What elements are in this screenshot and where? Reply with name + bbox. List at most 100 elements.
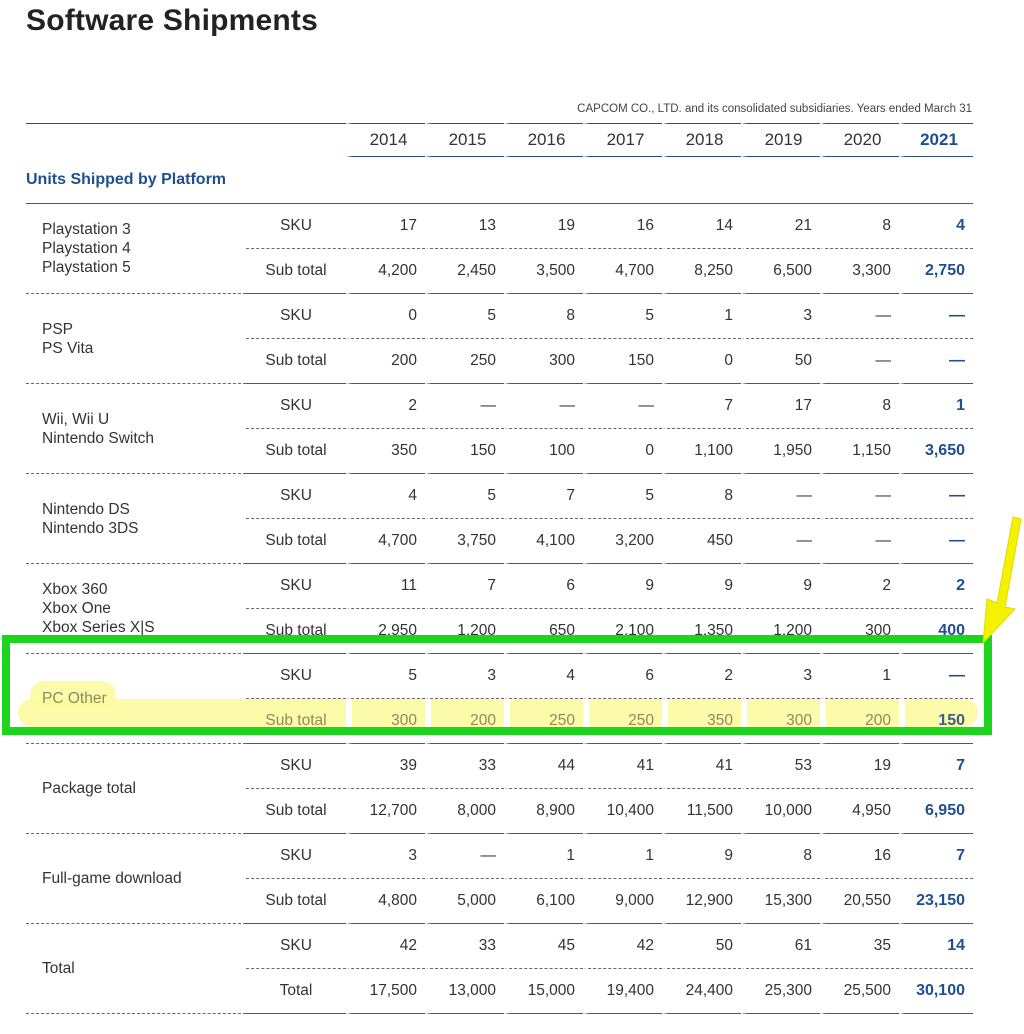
value-cell: 24,400 <box>662 969 741 1014</box>
section-header-row: Units Shipped by Platform <box>26 157 973 204</box>
platform-label: Nintendo DS Nintendo 3DS <box>26 474 246 564</box>
value-cell: 450 <box>662 519 741 564</box>
value-cell: 14 <box>899 924 973 969</box>
platform-label: Full-game download <box>26 834 246 924</box>
year-header: 2015 <box>425 123 504 157</box>
highlighter-mark-pc-label <box>30 681 116 709</box>
platform-label-line: Xbox One <box>42 600 111 617</box>
value-cell: 200 <box>425 699 504 744</box>
value-cell: 400 <box>899 609 973 654</box>
value-cell: 4 <box>504 654 583 699</box>
value-cell: 21 <box>741 204 820 249</box>
value-cell: 5 <box>425 294 504 339</box>
value-cell: 16 <box>583 204 662 249</box>
arrow-down-left-icon <box>982 516 1022 645</box>
row-type-label: Total <box>246 969 346 1014</box>
value-cell: 1 <box>583 834 662 879</box>
platform-label: Package total <box>26 744 246 834</box>
arrow-shaft <box>982 516 1022 645</box>
value-cell: 39 <box>346 744 425 789</box>
value-cell: 1,200 <box>741 609 820 654</box>
value-cell: 2,450 <box>425 249 504 294</box>
value-cell: 300 <box>346 699 425 744</box>
value-cell: 25,500 <box>820 969 899 1014</box>
value-cell: 350 <box>662 699 741 744</box>
value-cell: 150 <box>425 429 504 474</box>
value-cell: 8,250 <box>662 249 741 294</box>
row-type-label: Sub total <box>246 429 346 474</box>
value-cell: — <box>820 339 899 384</box>
value-cell: 300 <box>820 609 899 654</box>
year-header: 2014 <box>346 123 425 157</box>
value-cell: — <box>741 519 820 564</box>
year-header: 2019 <box>741 123 820 157</box>
value-cell: 10,400 <box>583 789 662 834</box>
value-cell: 3 <box>425 654 504 699</box>
row-type-label: SKU <box>246 294 346 339</box>
value-cell: 8 <box>504 294 583 339</box>
value-cell: — <box>820 294 899 339</box>
year-header-row: 2014 2015 2016 2017 2018 2019 2020 2021 <box>26 123 973 157</box>
table-subtitle: CAPCOM CO., LTD. and its consolidated su… <box>577 103 972 115</box>
value-cell: 19,400 <box>583 969 662 1014</box>
platform-label-line: PC Other <box>42 690 107 707</box>
value-cell: 23,150 <box>899 879 973 924</box>
value-cell: 11 <box>346 564 425 609</box>
value-cell: 30,100 <box>899 969 973 1014</box>
value-cell: 9 <box>662 834 741 879</box>
value-cell: 2,100 <box>583 609 662 654</box>
platform-label-line: PS Vita <box>42 339 94 357</box>
table-row: Sub total 300 200 250 250 350 300 200 150 <box>26 699 973 744</box>
green-annotation-box <box>2 635 992 735</box>
table-row: Total SKU 42 33 45 42 50 61 35 14 <box>26 924 973 1014</box>
value-cell: 7 <box>504 474 583 519</box>
row-type-label: Sub total <box>246 879 346 924</box>
header-spacer <box>246 123 346 157</box>
value-cell: 9 <box>583 564 662 609</box>
table-row: Sub total 2,950 1,200 650 2,100 1,350 1,200 300… <box>26 609 973 654</box>
value-cell: 150 <box>899 699 973 744</box>
platform-label-line: Playstation 3 <box>42 221 131 238</box>
table-row: Total 17,500 13,000 15,000 19,400 24,400 25,30… <box>26 969 973 1014</box>
value-cell: 0 <box>662 339 741 384</box>
value-cell: 20,550 <box>820 879 899 924</box>
platform-label-line: Total <box>42 960 75 977</box>
value-cell: 13 <box>425 204 504 249</box>
year-header: 2020 <box>820 123 899 157</box>
value-cell: 5 <box>583 474 662 519</box>
table-row: PSP PS Vita SKU 0 5 8 5 1 3— — <box>26 294 973 384</box>
platform-label: PSP PS Vita <box>26 294 246 384</box>
value-cell: 6,500 <box>741 249 820 294</box>
value-cell: 7 <box>899 744 973 789</box>
row-type-label: SKU <box>246 744 346 789</box>
value-cell: 200 <box>820 699 899 744</box>
value-cell: 150 <box>583 339 662 384</box>
platform-label-line: Wii, Wii U <box>42 410 110 428</box>
value-cell: — <box>504 384 583 429</box>
value-cell: 5 <box>346 654 425 699</box>
year-header: 2016 <box>504 123 583 157</box>
row-type-label: SKU <box>246 564 346 609</box>
value-cell: 8 <box>741 834 820 879</box>
row-type-label: Sub total <box>246 789 346 834</box>
value-cell: 1,150 <box>820 429 899 474</box>
value-cell: 8 <box>662 474 741 519</box>
platform-label-line: PSP <box>42 320 74 338</box>
value-cell: 1 <box>504 834 583 879</box>
platform-label-line: Full-game download <box>42 870 182 887</box>
value-cell: 6,950 <box>899 789 973 834</box>
value-cell: — <box>425 834 504 879</box>
value-cell: 1 <box>662 294 741 339</box>
value-cell: 13,000 <box>425 969 504 1014</box>
value-cell: 6 <box>583 654 662 699</box>
value-cell: 14 <box>662 204 741 249</box>
value-cell: 17 <box>346 204 425 249</box>
platform-label-line: Nintendo DS <box>42 500 130 518</box>
value-cell: 0 <box>346 294 425 339</box>
value-cell: 4,950 <box>820 789 899 834</box>
table-row: Sub total 4,800 5,000 6,100 9,000 12,900 15,30… <box>26 879 973 924</box>
value-cell: 41 <box>662 744 741 789</box>
value-cell: 4,700 <box>346 519 425 564</box>
